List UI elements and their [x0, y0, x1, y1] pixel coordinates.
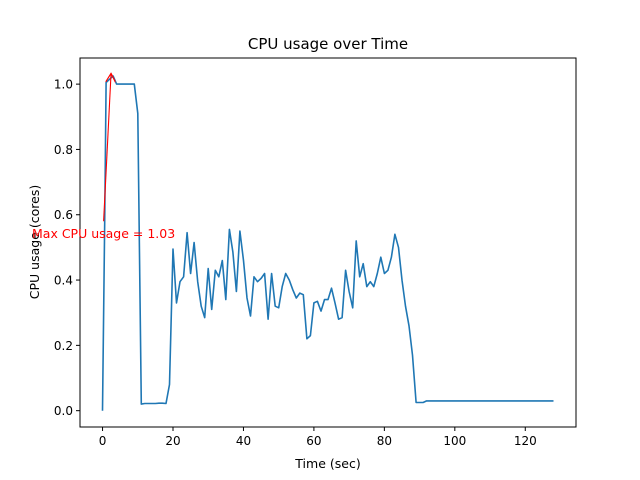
x-tick-label: 80 [377, 434, 392, 448]
ticks: 0 20 40 60 80 100 120 0.0 0.2 0.4 0.6 0.8 1.0 [54, 78, 537, 448]
max-annotation-arrow [103, 74, 111, 222]
y-tick-label: 1.0 [54, 78, 73, 92]
annotation-layer: Max CPU usage = 1.03 [32, 74, 175, 241]
y-tick-label: 0.0 [54, 404, 73, 418]
y-tick-label: 0.8 [54, 143, 73, 157]
y-tick-label: 0.4 [54, 274, 73, 288]
x-tick-label: 20 [165, 434, 180, 448]
max-annotation-label: Max CPU usage = 1.03 [32, 226, 175, 241]
y-tick-label: 0.2 [54, 339, 73, 353]
axes-frame [79, 57, 577, 428]
x-tick-label: 40 [236, 434, 251, 448]
x-axis-label: Time (sec) [294, 456, 360, 471]
plot-area [101, 75, 554, 411]
x-tick-label: 60 [306, 434, 321, 448]
cpu-usage-series-line [101, 75, 554, 411]
x-tick-label: 100 [443, 434, 466, 448]
x-tick-label: 0 [99, 434, 107, 448]
y-axis-label: CPU usage (cores) [27, 185, 42, 299]
y-tick-label: 0.6 [54, 208, 73, 222]
chart-title: CPU usage over Time [248, 35, 408, 53]
x-tick-label: 120 [514, 434, 537, 448]
